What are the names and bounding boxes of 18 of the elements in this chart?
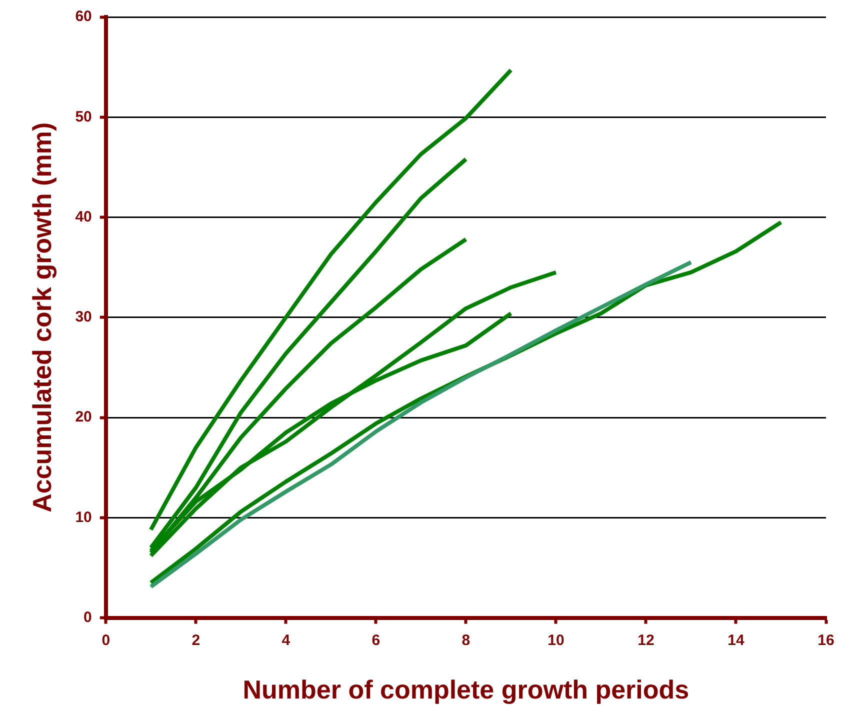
y-tick-label: 30 (75, 308, 92, 326)
x-tick-label: 8 (462, 632, 470, 649)
y-tick-label: 20 (75, 408, 92, 426)
x-tick-label: 12 (638, 632, 654, 649)
y-tick-label: 10 (75, 508, 92, 526)
x-tick-label: 16 (818, 632, 834, 649)
x-tick-label: 0 (102, 632, 110, 649)
x-tick-label: 6 (372, 632, 380, 649)
y-tick-label: 0 (84, 608, 92, 626)
y-axis-title: Accumulated cork growth (mm) (26, 122, 57, 512)
x-tick-label: 14 (728, 632, 745, 649)
y-tick-label: 50 (75, 108, 92, 126)
x-tick-label: 2 (192, 632, 200, 649)
y-tick-label: 40 (75, 208, 92, 226)
x-tick-label: 10 (548, 632, 564, 649)
x-axis-title: Number of complete growth periods (242, 674, 690, 705)
x-tick-label: 4 (282, 632, 291, 649)
y-tick-label: 60 (75, 8, 92, 26)
